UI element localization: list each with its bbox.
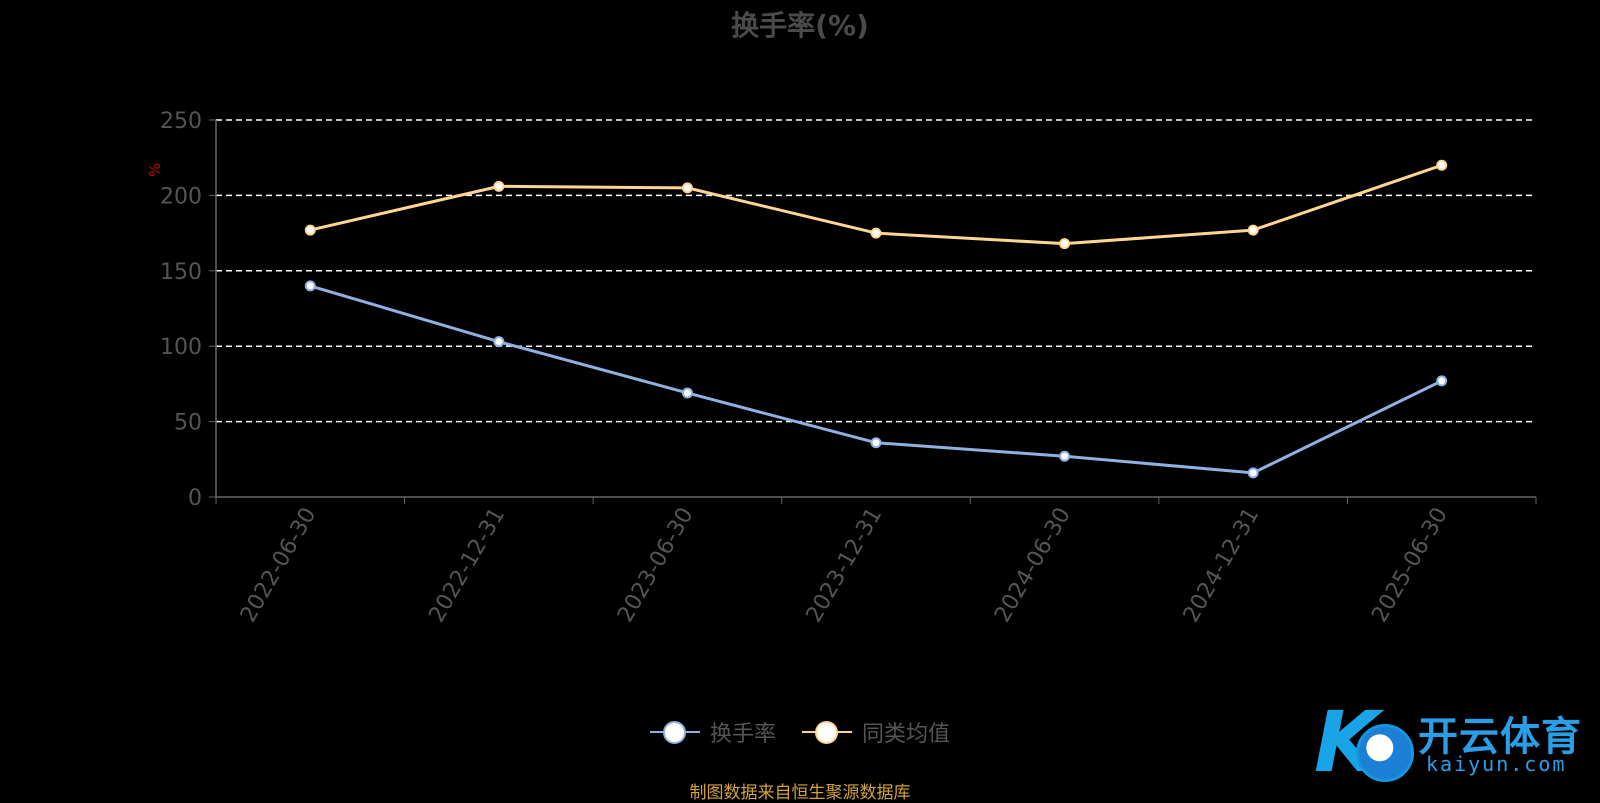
x-tick-label-2022-06-30: 2022-06-30 [236,504,322,627]
series-0-point-4 [1059,450,1071,462]
legend-item-peer-average[interactable]: 同类均值 [802,716,950,748]
series-1-point-1 [493,180,505,192]
legend-label-peer-average: 同类均值 [862,722,951,747]
series-1-point-5 [1247,224,1259,236]
series-0-point-1 [493,336,505,348]
y-tick-label-0: 0 [188,486,202,511]
x-tick-label-2023-12-31: 2023-12-31 [802,504,888,627]
series-1-point-3 [870,227,882,239]
logo-text-en: kaiyun.com [1426,752,1567,776]
series-0-point-3 [870,437,882,449]
kaiyun-logo: K 开云体育 kaiyun.com [1314,700,1594,790]
legend: 换手率 同类均值 [0,716,1600,748]
series-0-point-2 [681,387,693,399]
legend-swatch-peer-average [802,720,852,744]
x-tick-label-2024-12-31: 2024-12-31 [1179,504,1265,627]
series-1-point-6 [1436,159,1448,171]
x-tick-label-2022-12-31: 2022-12-31 [424,504,510,627]
x-tick-label-2024-06-30: 2024-06-30 [990,504,1076,627]
series-1-point-0 [304,224,316,236]
y-tick-label-250: 250 [160,109,202,134]
y-tick-label-50: 50 [174,411,202,436]
legend-label-turnover: 换手率 [709,722,776,747]
series-0-point-5 [1247,467,1259,479]
y-tick-label-100: 100 [160,335,202,360]
y-tick-label-150: 150 [160,260,202,285]
series-0-point-6 [1436,375,1448,387]
series-1-point-2 [681,182,693,194]
x-tick-label-2025-06-30: 2025-06-30 [1367,504,1453,627]
series-0-point-0 [304,280,316,292]
y-tick-label-200: 200 [160,184,202,209]
y-axis-label: % [146,163,164,177]
legend-swatch-turnover [649,720,700,744]
chart-title: 换手率(%) [731,9,869,42]
x-tick-label-2023-06-30: 2023-06-30 [613,504,699,627]
legend-item-turnover[interactable]: 换手率 [649,716,776,748]
soccer-ball-icon [1356,724,1414,782]
series-1-point-4 [1059,238,1071,250]
source-note: 制图数据来自恒生聚源数据库 [689,783,911,803]
logo-text-cn: 开云体育 [1418,714,1582,760]
